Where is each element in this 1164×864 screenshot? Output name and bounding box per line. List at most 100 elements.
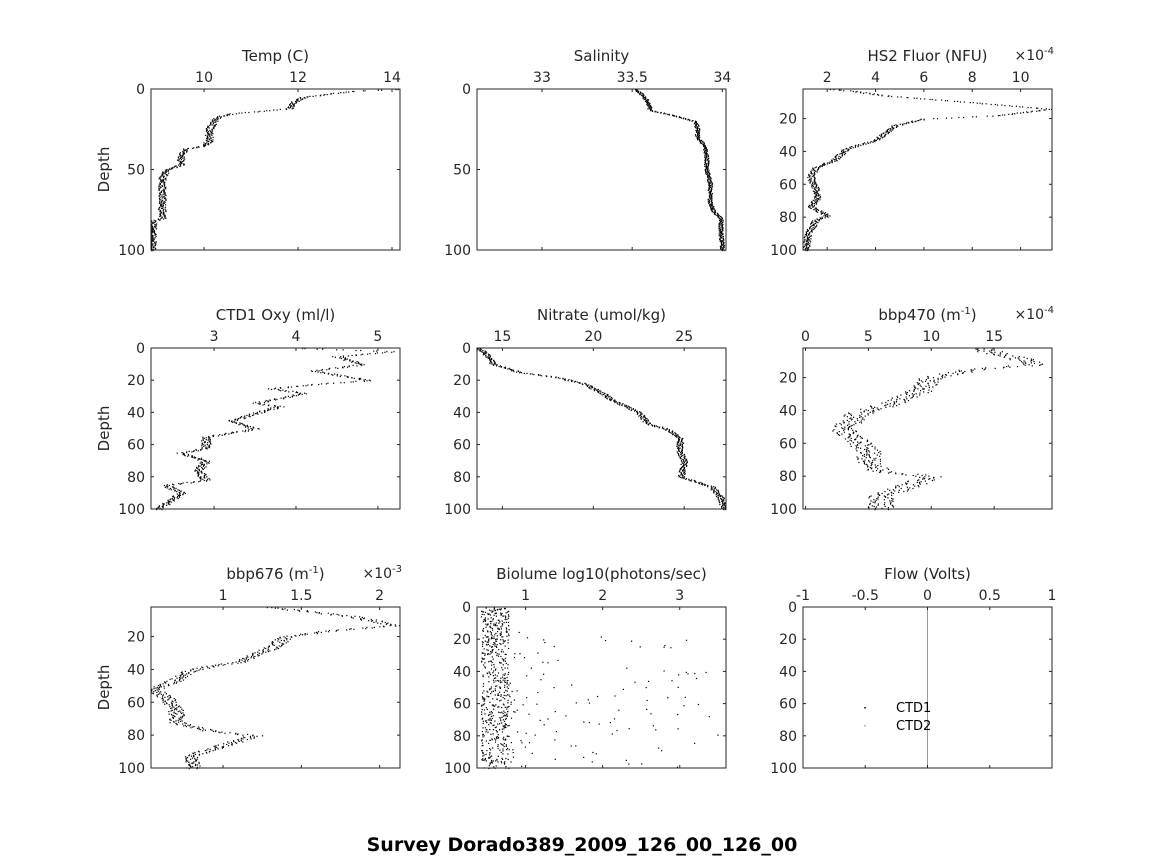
- data-point: [348, 91, 350, 93]
- data-point: [706, 165, 708, 167]
- data-point: [706, 169, 708, 171]
- data-point: [843, 90, 845, 92]
- data-point: [1030, 360, 1032, 362]
- data-point: [188, 672, 190, 674]
- x-tick-label: 34: [713, 70, 731, 86]
- data-point: [484, 653, 486, 655]
- data-point: [165, 179, 167, 181]
- data-point: [607, 396, 610, 398]
- data-point: [809, 182, 811, 184]
- data-point: [835, 426, 837, 428]
- data-point: [590, 388, 592, 390]
- data-point: [208, 139, 210, 141]
- x-tick-label: 3: [675, 588, 684, 604]
- data-point: [508, 684, 510, 686]
- data-point: [831, 161, 833, 163]
- data-point: [496, 364, 498, 366]
- data-point: [841, 433, 843, 435]
- y-tick-label: 100: [444, 761, 471, 777]
- data-point: [892, 506, 895, 508]
- data-point: [636, 411, 638, 413]
- y-tick-label: 0: [462, 600, 471, 616]
- data-point: [505, 766, 507, 768]
- data-point: [162, 202, 165, 204]
- data-point: [489, 362, 491, 365]
- data-point: [258, 428, 260, 430]
- data-point: [246, 655, 248, 657]
- y-tick-label: 40: [127, 662, 145, 678]
- data-point: [710, 186, 712, 188]
- data-point: [702, 141, 704, 143]
- data-point: [585, 383, 587, 386]
- data-point: [151, 243, 153, 245]
- data-point: [216, 118, 219, 120]
- x-tick-label: 1.5: [290, 588, 312, 604]
- data-point: [808, 233, 811, 235]
- data-point: [1031, 359, 1033, 361]
- data-point: [680, 117, 683, 119]
- data-point: [648, 105, 650, 107]
- data-point: [501, 636, 503, 638]
- data-point: [508, 671, 510, 674]
- data-point: [491, 762, 493, 764]
- data-point: [200, 476, 202, 478]
- y-tick-label: 80: [779, 469, 797, 485]
- data-point: [360, 354, 362, 356]
- data-point: [542, 661, 544, 663]
- data-point: [370, 618, 372, 620]
- data-point: [701, 482, 703, 484]
- data-point: [856, 435, 859, 437]
- data-point: [645, 422, 647, 425]
- data-point: [188, 764, 190, 766]
- data-point: [695, 481, 697, 483]
- data-point: [160, 203, 162, 205]
- data-point: [925, 380, 927, 382]
- data-point: [850, 440, 853, 442]
- data-point: [704, 159, 706, 161]
- data-point: [722, 507, 725, 509]
- data-point: [244, 111, 246, 114]
- data-point: [231, 663, 233, 665]
- data-point: [886, 129, 888, 132]
- data-point: [676, 442, 678, 444]
- data-point: [646, 103, 648, 106]
- data-point: [279, 108, 281, 110]
- data-point: [720, 240, 723, 242]
- data-point: [841, 154, 843, 156]
- data-point: [840, 157, 842, 159]
- data-point: [185, 722, 187, 724]
- data-point: [328, 368, 330, 370]
- data-point: [232, 113, 234, 115]
- data-point: [591, 387, 593, 389]
- data-point: [852, 442, 854, 444]
- data-point: [644, 98, 646, 100]
- data-point: [194, 763, 197, 765]
- data-point: [237, 662, 239, 664]
- data-point: [716, 214, 718, 216]
- data-point: [206, 749, 208, 751]
- data-point: [200, 477, 202, 479]
- data-point: [680, 458, 682, 460]
- data-point: [152, 237, 154, 239]
- data-point: [922, 478, 924, 480]
- data-point: [490, 693, 492, 695]
- data-point: [808, 238, 810, 241]
- data-point: [164, 691, 166, 693]
- data-point: [173, 715, 175, 717]
- data-point: [252, 426, 254, 428]
- data-point: [257, 111, 259, 113]
- data-point: [159, 219, 161, 221]
- data-point: [494, 738, 496, 740]
- data-point: [522, 704, 524, 706]
- data-point: [840, 152, 842, 154]
- data-point: [919, 119, 921, 121]
- data-point: [164, 701, 166, 703]
- data-point: [506, 749, 508, 751]
- data-point: [649, 104, 651, 106]
- data-point: [678, 674, 680, 676]
- data-point: [249, 737, 252, 739]
- data-point: [870, 442, 872, 444]
- data-point: [873, 139, 876, 141]
- data-point: [651, 424, 653, 426]
- data-point: [363, 379, 365, 381]
